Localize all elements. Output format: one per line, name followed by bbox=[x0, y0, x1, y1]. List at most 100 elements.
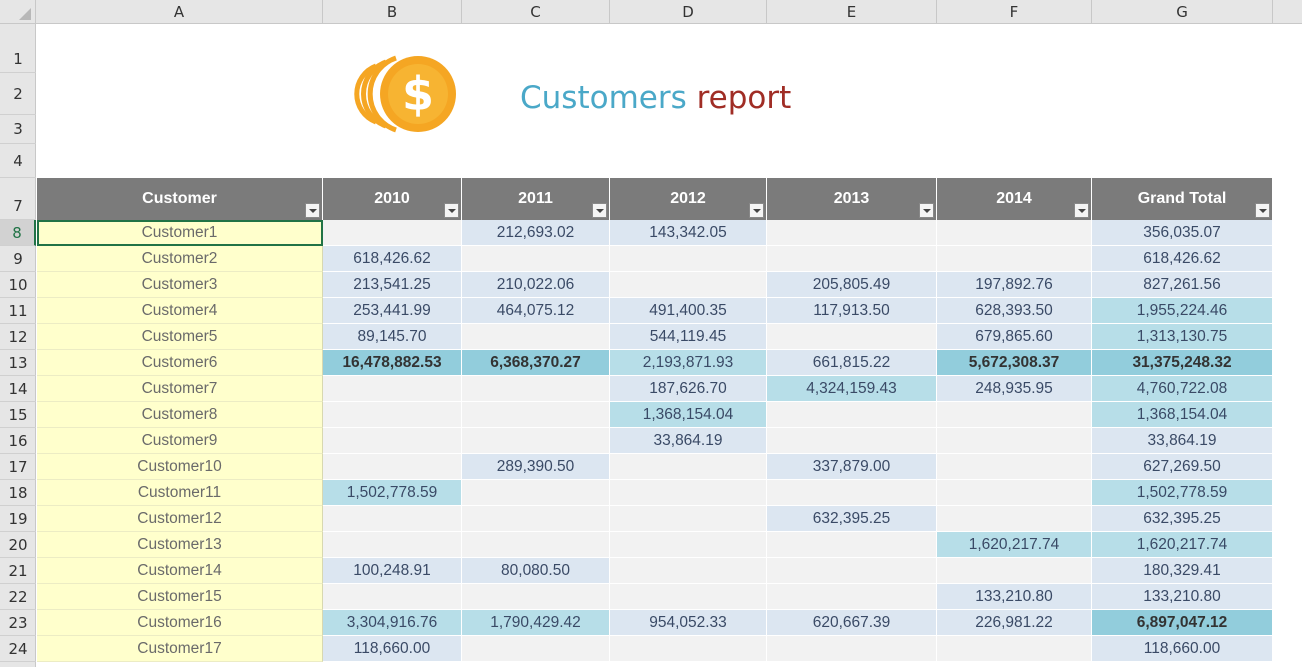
value-cell[interactable]: 679,865.60 bbox=[937, 324, 1092, 350]
filter-dropdown-icon[interactable] bbox=[444, 203, 459, 218]
row-header-8[interactable]: 8 bbox=[0, 220, 36, 246]
value-cell[interactable] bbox=[937, 220, 1092, 246]
row-header-15[interactable]: 15 bbox=[0, 402, 36, 428]
value-cell[interactable]: 1,313,130.75 bbox=[1092, 324, 1273, 350]
value-cell[interactable] bbox=[323, 454, 462, 480]
value-cell[interactable] bbox=[937, 402, 1092, 428]
value-cell[interactable] bbox=[767, 480, 937, 506]
row-header-7[interactable]: 7 bbox=[0, 178, 36, 220]
value-cell[interactable] bbox=[937, 246, 1092, 272]
filter-dropdown-icon[interactable] bbox=[1074, 203, 1089, 218]
value-cell[interactable]: 3,304,916.76 bbox=[323, 610, 462, 636]
customer-name-cell[interactable]: Customer3 bbox=[37, 272, 323, 298]
value-cell[interactable]: 1,790,429.42 bbox=[462, 610, 610, 636]
value-cell[interactable] bbox=[937, 454, 1092, 480]
value-cell[interactable]: 1,502,778.59 bbox=[1092, 480, 1273, 506]
value-cell[interactable] bbox=[767, 402, 937, 428]
value-cell[interactable] bbox=[462, 480, 610, 506]
value-cell[interactable] bbox=[610, 636, 767, 662]
value-cell[interactable]: 33,864.19 bbox=[610, 428, 767, 454]
value-cell[interactable]: 356,035.07 bbox=[1092, 220, 1273, 246]
customer-name-cell[interactable]: Customer5 bbox=[37, 324, 323, 350]
column-header-c[interactable]: C bbox=[462, 0, 610, 24]
customer-name-cell[interactable]: Customer1 bbox=[37, 220, 323, 246]
customer-name-cell[interactable]: Customer16 bbox=[37, 610, 323, 636]
value-cell[interactable] bbox=[462, 636, 610, 662]
value-cell[interactable] bbox=[767, 428, 937, 454]
value-cell[interactable] bbox=[610, 480, 767, 506]
value-cell[interactable]: 4,324,159.43 bbox=[767, 376, 937, 402]
value-cell[interactable] bbox=[610, 532, 767, 558]
value-cell[interactable]: 1,620,217.74 bbox=[937, 532, 1092, 558]
row-header-17[interactable]: 17 bbox=[0, 454, 36, 480]
value-cell[interactable] bbox=[610, 584, 767, 610]
customer-name-cell[interactable]: Customer4 bbox=[37, 298, 323, 324]
value-cell[interactable] bbox=[937, 480, 1092, 506]
value-cell[interactable]: 33,864.19 bbox=[1092, 428, 1273, 454]
value-cell[interactable] bbox=[767, 246, 937, 272]
value-cell[interactable]: 31,375,248.32 bbox=[1092, 350, 1273, 376]
value-cell[interactable] bbox=[462, 506, 610, 532]
row-header-19[interactable]: 19 bbox=[0, 506, 36, 532]
value-cell[interactable]: 133,210.80 bbox=[937, 584, 1092, 610]
value-cell[interactable]: 89,145.70 bbox=[323, 324, 462, 350]
row-header-18[interactable]: 18 bbox=[0, 480, 36, 506]
value-cell[interactable]: 544,119.45 bbox=[610, 324, 767, 350]
column-header-f[interactable]: F bbox=[937, 0, 1092, 24]
value-cell[interactable]: 118,660.00 bbox=[1092, 636, 1273, 662]
value-cell[interactable] bbox=[462, 584, 610, 610]
value-cell[interactable] bbox=[767, 532, 937, 558]
value-cell[interactable]: 1,620,217.74 bbox=[1092, 532, 1273, 558]
row-header-10[interactable]: 10 bbox=[0, 272, 36, 298]
value-cell[interactable]: 6,368,370.27 bbox=[462, 350, 610, 376]
value-cell[interactable]: 16,478,882.53 bbox=[323, 350, 462, 376]
row-header-13[interactable]: 13 bbox=[0, 350, 36, 376]
value-cell[interactable] bbox=[767, 584, 937, 610]
value-cell[interactable] bbox=[767, 558, 937, 584]
value-cell[interactable] bbox=[610, 246, 767, 272]
value-cell[interactable]: 118,660.00 bbox=[323, 636, 462, 662]
value-cell[interactable]: 491,400.35 bbox=[610, 298, 767, 324]
row-header-20[interactable]: 20 bbox=[0, 532, 36, 558]
value-cell[interactable] bbox=[767, 324, 937, 350]
row-header-12[interactable]: 12 bbox=[0, 324, 36, 350]
row-header-23[interactable]: 23 bbox=[0, 610, 36, 636]
value-cell[interactable]: 337,879.00 bbox=[767, 454, 937, 480]
value-cell[interactable] bbox=[610, 272, 767, 298]
customer-name-cell[interactable]: Customer2 bbox=[37, 246, 323, 272]
customer-name-cell[interactable]: Customer13 bbox=[37, 532, 323, 558]
value-cell[interactable]: 210,022.06 bbox=[462, 272, 610, 298]
value-cell[interactable]: 197,892.76 bbox=[937, 272, 1092, 298]
value-cell[interactable]: 4,760,722.08 bbox=[1092, 376, 1273, 402]
value-cell[interactable]: 620,667.39 bbox=[767, 610, 937, 636]
value-cell[interactable]: 117,913.50 bbox=[767, 298, 937, 324]
value-cell[interactable] bbox=[937, 558, 1092, 584]
value-cell[interactable] bbox=[323, 220, 462, 246]
value-cell[interactable]: 248,935.95 bbox=[937, 376, 1092, 402]
value-cell[interactable]: 1,368,154.04 bbox=[610, 402, 767, 428]
value-cell[interactable]: 133,210.80 bbox=[1092, 584, 1273, 610]
value-cell[interactable]: 954,052.33 bbox=[610, 610, 767, 636]
customer-name-cell[interactable]: Customer10 bbox=[37, 454, 323, 480]
value-cell[interactable]: 1,502,778.59 bbox=[323, 480, 462, 506]
value-cell[interactable] bbox=[767, 220, 937, 246]
row-header-1[interactable]: 1 bbox=[0, 45, 36, 73]
select-all-button[interactable] bbox=[0, 0, 36, 24]
value-cell[interactable]: 226,981.22 bbox=[937, 610, 1092, 636]
filter-dropdown-icon[interactable] bbox=[1255, 203, 1270, 218]
value-cell[interactable] bbox=[462, 324, 610, 350]
value-cell[interactable]: 212,693.02 bbox=[462, 220, 610, 246]
value-cell[interactable] bbox=[767, 636, 937, 662]
row-header-24[interactable]: 24 bbox=[0, 636, 36, 662]
value-cell[interactable] bbox=[462, 402, 610, 428]
value-cell[interactable] bbox=[323, 376, 462, 402]
value-cell[interactable]: 5,672,308.37 bbox=[937, 350, 1092, 376]
value-cell[interactable] bbox=[937, 506, 1092, 532]
filter-dropdown-icon[interactable] bbox=[749, 203, 764, 218]
value-cell[interactable]: 100,248.91 bbox=[323, 558, 462, 584]
customer-name-cell[interactable]: Customer7 bbox=[37, 376, 323, 402]
value-cell[interactable] bbox=[462, 246, 610, 272]
customer-name-cell[interactable]: Customer14 bbox=[37, 558, 323, 584]
value-cell[interactable]: 464,075.12 bbox=[462, 298, 610, 324]
value-cell[interactable]: 618,426.62 bbox=[1092, 246, 1273, 272]
